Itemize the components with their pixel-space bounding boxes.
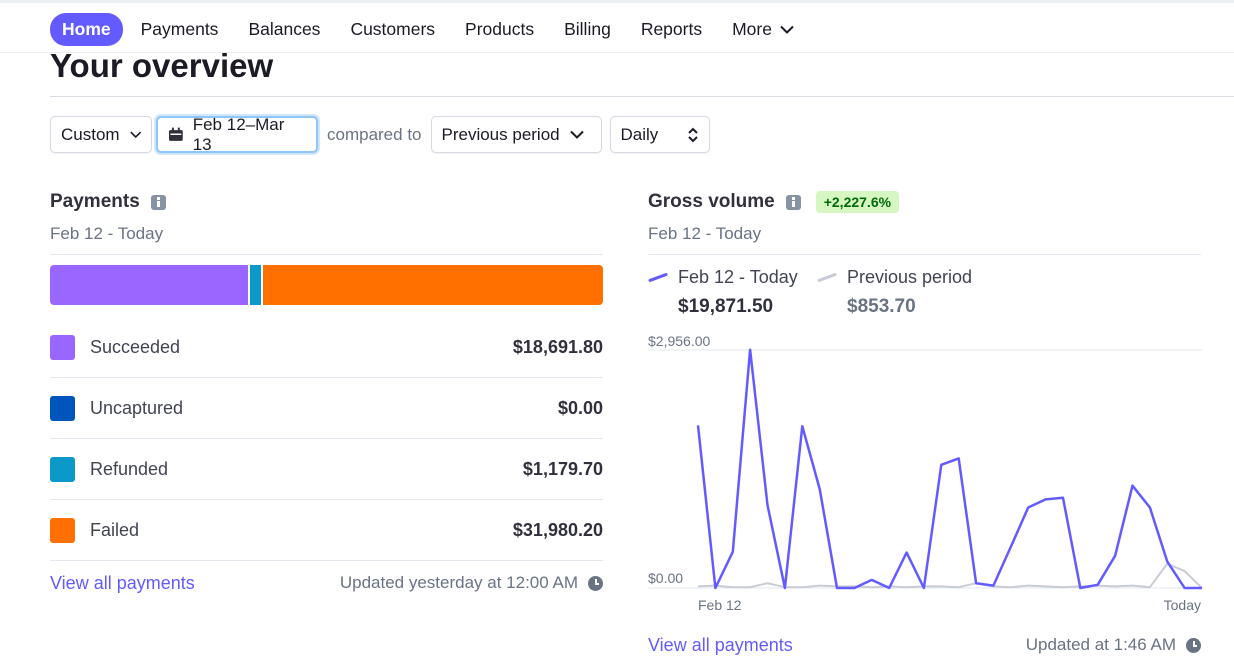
current-series-total: $19,871.50 (678, 296, 774, 317)
clock-icon (1186, 637, 1201, 653)
view-all-gross-volume-link[interactable]: View all payments (648, 635, 793, 655)
clock-icon (588, 575, 603, 591)
payments-title: Payments (50, 191, 166, 213)
legend-value: $31,980.20 (512, 519, 603, 540)
legend-value: $1,179.70 (522, 458, 603, 479)
x-end-label: Today (1164, 597, 1201, 613)
nav-balances[interactable]: Balances (248, 18, 321, 39)
chevron-down-icon (569, 130, 584, 139)
nav-reports[interactable]: Reports (640, 18, 703, 39)
x-start-label: Feb 12 (698, 597, 742, 613)
nav-divider (0, 52, 1234, 53)
top-nav: Home Payments Balances Customers Product… (50, 12, 824, 46)
view-all-payments-link[interactable]: View all payments (50, 573, 195, 593)
info-icon[interactable] (785, 194, 801, 210)
payments-subtitle: Feb 12 - Today (50, 224, 164, 243)
gross-volume-subtitle: Feb 12 - Today (648, 224, 762, 243)
title-divider (50, 96, 1234, 97)
legend-label: Uncaptured (90, 397, 184, 418)
current-series-label: Feb 12 - Today (678, 267, 798, 287)
comparison-select[interactable]: Previous period (430, 116, 602, 153)
chevron-down-icon (780, 25, 794, 34)
gross-volume-divider (648, 254, 1201, 255)
payments-updated-text: Updated yesterday at 12:00 AM (339, 573, 578, 592)
payments-title-text: Payments (50, 191, 140, 212)
previous-series-swatch (817, 272, 837, 283)
top-border (0, 0, 1234, 3)
nav-more-label: More (732, 18, 772, 39)
payments-divider (50, 254, 603, 255)
nav-billing[interactable]: Billing (564, 18, 611, 39)
legend-label: Failed (90, 519, 140, 540)
page-title: Your overview (50, 47, 274, 84)
legend-label: Succeeded (90, 336, 181, 357)
date-range-value: Feb 12–Mar 13 (192, 114, 285, 154)
legend-label: Refunded (90, 458, 169, 479)
gross-volume-chart: $2,956.00 $0.00 Feb 12 Today (648, 333, 1203, 613)
current-series-summary: Feb 12 - Today $19,871.50 (648, 267, 798, 318)
calendar-icon (168, 127, 183, 141)
failed-swatch (50, 517, 75, 543)
legend-value: $18,691.80 (512, 336, 603, 357)
previous-series-label: Previous period (847, 267, 973, 287)
range-mode-value: Custom (61, 124, 120, 144)
succeeded-swatch (50, 334, 75, 360)
legend-row-failed: Failed $31,980.20 (50, 500, 603, 561)
series-layer (696, 348, 1203, 590)
filter-bar: Custom Feb 12–Mar 13 compared to Previou… (50, 114, 710, 154)
payments-stacked-bar (50, 265, 603, 305)
previous-series-line (697, 562, 1203, 589)
legend-row-uncaptured: Uncaptured $0.00 (50, 378, 603, 439)
comparison-value: Previous period (441, 124, 560, 144)
info-icon[interactable] (150, 194, 166, 210)
legend-value: $0.00 (557, 397, 603, 418)
nav-home[interactable]: Home (50, 12, 123, 46)
interval-select[interactable]: Daily (609, 116, 710, 153)
range-mode-select[interactable]: Custom (50, 116, 152, 153)
nav-more-menu[interactable]: More (732, 19, 794, 40)
previous-series-summary: Previous period $853.70 (817, 267, 972, 318)
refunded-swatch (50, 456, 75, 482)
uncaptured-swatch (50, 395, 75, 421)
current-series-line (696, 348, 1202, 590)
previous-series-total: $853.70 (847, 296, 916, 317)
legend-row-refunded: Refunded $1,179.70 (50, 439, 603, 500)
y-min-label: $0.00 (648, 570, 683, 586)
compared-to-label: compared to (327, 124, 422, 144)
change-badge: +2,227.6% (815, 191, 900, 213)
nav-payments[interactable]: Payments (140, 18, 219, 39)
chevron-down-icon (129, 131, 141, 139)
date-range-picker[interactable]: Feb 12–Mar 13 (156, 114, 318, 154)
updown-chevron-icon (687, 127, 698, 142)
gross-volume-updated: Updated at 1:46 AM (1026, 635, 1201, 655)
nav-customers[interactable]: Customers (350, 18, 436, 39)
legend-row-succeeded: Succeeded $18,691.80 (50, 317, 603, 378)
nav-products[interactable]: Products (465, 18, 535, 39)
gross-volume-title: Gross volume +2,227.6% (648, 191, 900, 213)
payments-updated: Updated yesterday at 12:00 AM (340, 573, 603, 593)
y-max-label: $2,956.00 (648, 333, 710, 349)
gross-volume-title-text: Gross volume (648, 191, 775, 212)
current-series-swatch (648, 272, 668, 283)
interval-value: Daily (620, 124, 659, 144)
bar-segment-failed (260, 265, 603, 305)
bar-segment-succeeded (50, 265, 248, 305)
gross-volume-updated-text: Updated at 1:46 AM (1025, 635, 1176, 654)
bar-segment-refunded (247, 265, 261, 305)
